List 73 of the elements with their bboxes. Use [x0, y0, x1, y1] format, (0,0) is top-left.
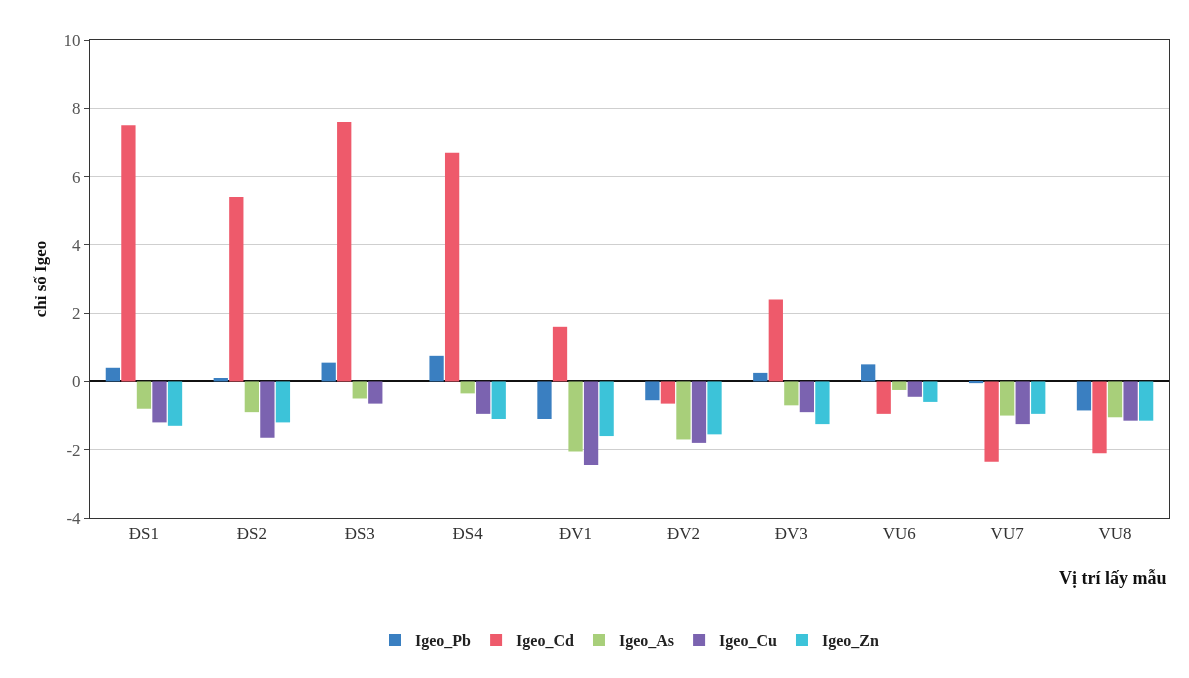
bar — [476, 381, 491, 414]
legend-label: Igeo_Pb — [415, 632, 472, 651]
bar — [892, 381, 907, 390]
bar — [583, 381, 599, 466]
bar — [429, 355, 444, 382]
bar — [167, 381, 183, 426]
bar — [105, 367, 121, 382]
bar — [136, 381, 152, 409]
bar — [1107, 381, 1123, 418]
x-tick-label: VU6 — [882, 524, 916, 544]
bar — [460, 381, 475, 394]
bar — [815, 381, 830, 425]
bar — [1031, 381, 1046, 414]
bar — [707, 381, 722, 435]
bar — [799, 381, 815, 413]
y-axis-title: chỉ số Igeo — [31, 240, 51, 318]
bar — [121, 125, 136, 382]
bar — [1015, 381, 1030, 425]
x-axis-title: Vị trí lấy mẫu — [1059, 568, 1167, 588]
bar — [676, 381, 691, 440]
y-tick-label: 4 — [72, 235, 82, 255]
bar — [1123, 381, 1138, 421]
y-tick-label: 0 — [72, 372, 81, 392]
bar — [368, 381, 383, 404]
x-tick-label: ĐS3 — [344, 524, 375, 544]
bar — [1000, 381, 1015, 416]
bar — [568, 381, 583, 452]
bar — [1076, 381, 1092, 411]
bar — [691, 381, 707, 443]
y-tick-label: 10 — [63, 30, 81, 50]
bar — [660, 381, 676, 404]
legend-label: Igeo_Cu — [719, 632, 777, 651]
bar — [984, 381, 999, 462]
bar — [907, 381, 922, 397]
bar — [260, 381, 275, 438]
bar — [352, 381, 367, 399]
x-tick-label: ĐV2 — [666, 524, 700, 544]
bar — [753, 372, 768, 382]
bar — [275, 381, 291, 423]
y-tick-label: 8 — [72, 99, 81, 119]
bar — [861, 364, 876, 382]
bar — [876, 381, 891, 414]
bar — [444, 152, 460, 382]
bar — [645, 381, 660, 401]
bar — [552, 326, 568, 382]
x-tick-label: ĐS4 — [452, 524, 484, 544]
bar — [337, 121, 352, 382]
bar — [491, 381, 506, 419]
bar — [244, 381, 259, 413]
x-tick-label: ĐV1 — [559, 524, 593, 544]
bar — [923, 381, 938, 402]
bar — [229, 197, 244, 382]
x-tick-label: ĐV3 — [774, 524, 808, 544]
y-tick-label: -2 — [66, 440, 81, 460]
legend-label: Igeo_Zn — [821, 632, 879, 651]
y-tick-label: -4 — [66, 508, 82, 528]
bar — [784, 381, 799, 406]
bar — [1092, 381, 1107, 454]
x-tick-label: ĐS2 — [236, 524, 267, 544]
bar — [599, 381, 614, 437]
bar — [152, 381, 167, 423]
y-tick-label: 6 — [72, 167, 81, 187]
legend-label: Igeo_Cd — [516, 632, 574, 651]
bar — [321, 362, 336, 382]
bar — [968, 381, 984, 384]
y-tick-label: 2 — [72, 304, 81, 324]
x-tick-label: VU7 — [990, 524, 1025, 544]
bar — [537, 381, 552, 419]
x-tick-label: ĐS1 — [128, 524, 160, 544]
legend-label: Igeo_As — [618, 632, 675, 651]
bar — [768, 299, 783, 382]
x-tick-label: VU8 — [1098, 524, 1132, 544]
bar — [1138, 381, 1154, 421]
